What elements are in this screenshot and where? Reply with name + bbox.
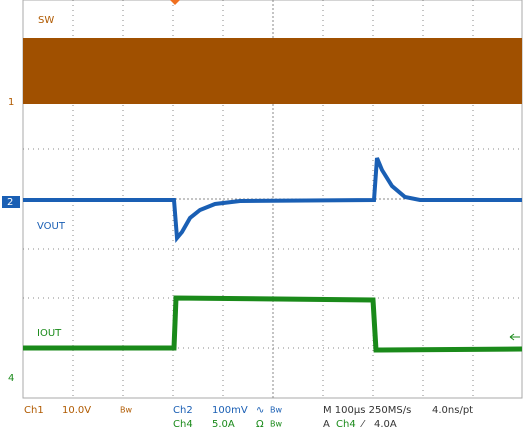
ch2-coupling: ∿ <box>256 405 264 416</box>
ch2-waveform <box>23 157 522 244</box>
ch2-bw: Bw <box>270 406 282 415</box>
ch2-label: VOUT <box>37 221 66 232</box>
ch4-coupling: Ω <box>256 419 264 430</box>
ch2-name: Ch2 <box>173 405 193 416</box>
ch1-marker: 1 <box>8 97 14 108</box>
timebase: M 100µs 250MS/s <box>323 405 411 416</box>
ch4-label: IOUT <box>37 328 62 339</box>
ch2-marker: 2 <box>7 197 13 208</box>
ch4-bw: Bw <box>270 420 282 429</box>
ch4-waveform <box>23 295 523 353</box>
trigger-slope: ⁄ <box>360 419 366 430</box>
resolution: 4.0ns/pt <box>432 405 473 416</box>
ch4-marker: 4 <box>8 373 14 384</box>
trigger-mode: A <box>323 419 330 430</box>
trigger-level-marker <box>509 333 520 341</box>
ch2-scale: 100mV <box>212 405 248 416</box>
ch1-waveform <box>23 38 522 104</box>
ch4-name: Ch4 <box>173 419 193 430</box>
ch1-label: SW <box>38 15 54 26</box>
ch2-marker-box <box>2 196 20 208</box>
trigger-position <box>170 0 180 5</box>
ch1-scale: 10.0V <box>62 405 91 416</box>
trigger-level: 4.0A <box>374 419 397 430</box>
trigger-source: Ch4 <box>336 419 356 430</box>
ch4-scale: 5.0A <box>212 419 235 430</box>
ch1-bw: Bw <box>120 406 132 415</box>
ch1-name: Ch1 <box>24 405 44 416</box>
